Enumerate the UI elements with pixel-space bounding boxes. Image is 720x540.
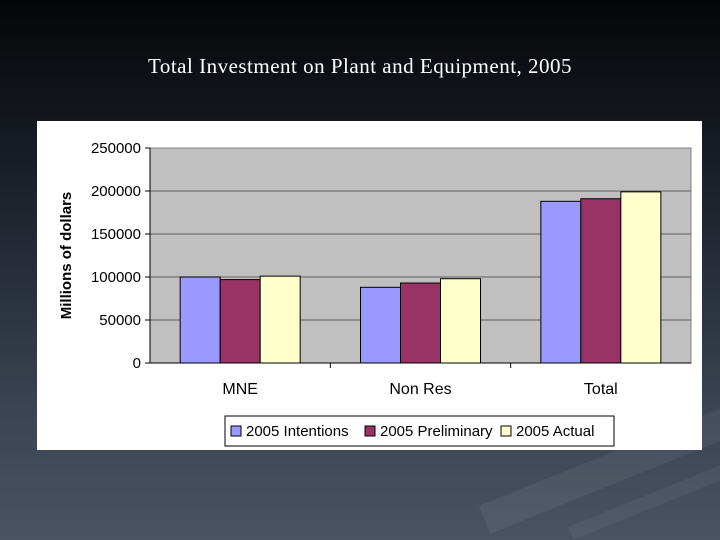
legend: 2005 Intentions 2005 Preliminary 2005 Actu… xyxy=(224,415,615,447)
y-tick-label: 250000 xyxy=(91,140,141,157)
bar-2005-actual-non-res xyxy=(440,278,481,364)
bar-2005-intentions-non-res xyxy=(360,286,401,364)
bar-2005-preliminary-non-res xyxy=(400,282,441,364)
x-tick-label: MNE xyxy=(222,381,258,398)
x-tick-label: Non Res xyxy=(389,381,451,398)
bar-2005-intentions-mne xyxy=(179,276,221,364)
bar-2005-preliminary-total xyxy=(580,198,622,364)
y-tick-label: 100000 xyxy=(91,269,141,286)
chart-panel: 0 50000 100000 150000 200000 250000 MNE Non Res… xyxy=(37,121,702,450)
legend-swatch xyxy=(364,425,376,437)
y-tick-label: 200000 xyxy=(91,183,141,200)
y-tick-label: 50000 xyxy=(99,312,141,329)
legend-label: 2005 Intentions xyxy=(246,423,349,440)
bar-chart: 0 50000 100000 150000 200000 250000 MNE Non Res… xyxy=(58,140,692,447)
legend-swatch xyxy=(230,425,242,437)
bar-2005-preliminary-mne xyxy=(219,279,261,364)
bars xyxy=(179,191,662,364)
legend-label: 2005 Preliminary xyxy=(380,423,493,440)
bar-2005-intentions-total xyxy=(540,200,582,364)
y-tick-label: 0 xyxy=(133,355,141,372)
y-axis-label: Millions of dollars xyxy=(58,192,75,320)
bar-2005-actual-mne xyxy=(259,275,301,364)
bar-2005-actual-total xyxy=(620,191,662,364)
axes: 0 50000 100000 150000 200000 250000 MNE Non Res… xyxy=(91,140,691,398)
slide-title: Total Investment on Plant and Equipment,… xyxy=(147,54,573,78)
legend-box xyxy=(224,415,615,447)
y-tick-label: 150000 xyxy=(91,226,141,243)
legend-swatch xyxy=(500,425,512,437)
legend-label: 2005 Actual xyxy=(516,423,594,440)
x-tick-label: Total xyxy=(584,381,618,398)
